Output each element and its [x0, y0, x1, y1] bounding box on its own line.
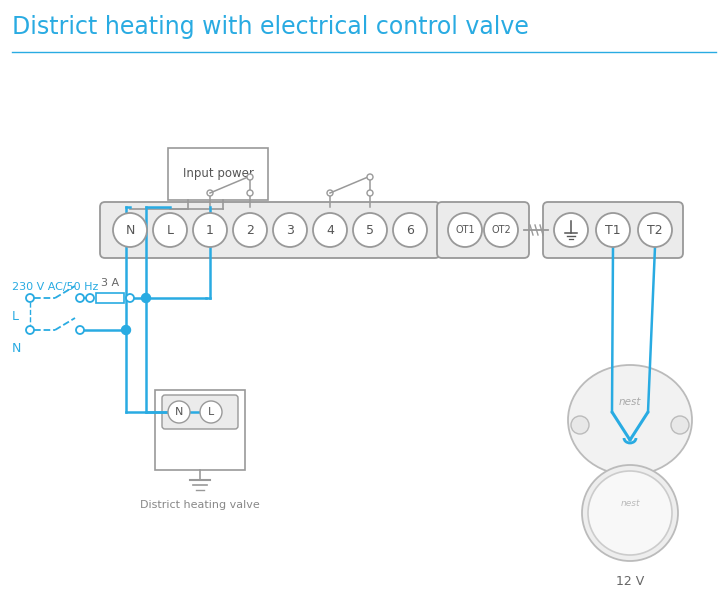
- Circle shape: [26, 326, 34, 334]
- Circle shape: [86, 294, 94, 302]
- Circle shape: [353, 213, 387, 247]
- Circle shape: [367, 190, 373, 196]
- Text: 5: 5: [366, 223, 374, 236]
- Text: 3: 3: [286, 223, 294, 236]
- Text: OT1: OT1: [455, 225, 475, 235]
- Circle shape: [448, 213, 482, 247]
- Circle shape: [113, 213, 147, 247]
- Circle shape: [233, 213, 267, 247]
- Text: District heating with electrical control valve: District heating with electrical control…: [12, 15, 529, 39]
- Circle shape: [273, 213, 307, 247]
- Circle shape: [193, 213, 227, 247]
- FancyBboxPatch shape: [543, 202, 683, 258]
- FancyBboxPatch shape: [168, 148, 268, 200]
- Text: 2: 2: [246, 223, 254, 236]
- Circle shape: [26, 294, 34, 302]
- Text: 3 A: 3 A: [101, 278, 119, 288]
- Text: T2: T2: [647, 223, 662, 236]
- Text: L: L: [167, 223, 173, 236]
- Text: L: L: [208, 407, 214, 417]
- Text: 1: 1: [206, 223, 214, 236]
- Text: T1: T1: [605, 223, 621, 236]
- Text: 12 V: 12 V: [616, 575, 644, 588]
- Text: District heating valve: District heating valve: [140, 500, 260, 510]
- Circle shape: [596, 213, 630, 247]
- Ellipse shape: [568, 365, 692, 475]
- FancyBboxPatch shape: [162, 395, 238, 429]
- Circle shape: [484, 213, 518, 247]
- Circle shape: [76, 294, 84, 302]
- Text: N: N: [12, 342, 21, 355]
- Text: 4: 4: [326, 223, 334, 236]
- Circle shape: [153, 213, 187, 247]
- Circle shape: [588, 471, 672, 555]
- Circle shape: [367, 174, 373, 180]
- Circle shape: [76, 326, 84, 334]
- Text: nest: nest: [620, 498, 640, 507]
- Text: L: L: [12, 309, 19, 323]
- Circle shape: [247, 174, 253, 180]
- Text: nest: nest: [619, 397, 641, 407]
- Text: 230 V AC/50 Hz: 230 V AC/50 Hz: [12, 282, 98, 292]
- Bar: [96, 293, 124, 303]
- Circle shape: [393, 213, 427, 247]
- FancyBboxPatch shape: [100, 202, 440, 258]
- Circle shape: [638, 213, 672, 247]
- FancyBboxPatch shape: [437, 202, 529, 258]
- Circle shape: [671, 416, 689, 434]
- Circle shape: [141, 293, 151, 302]
- Circle shape: [122, 326, 130, 334]
- Circle shape: [207, 190, 213, 196]
- Text: 6: 6: [406, 223, 414, 236]
- FancyBboxPatch shape: [614, 475, 646, 493]
- Circle shape: [571, 416, 589, 434]
- Text: OT2: OT2: [491, 225, 511, 235]
- Text: N: N: [125, 223, 135, 236]
- Circle shape: [327, 190, 333, 196]
- Circle shape: [168, 401, 190, 423]
- Circle shape: [313, 213, 347, 247]
- Circle shape: [247, 190, 253, 196]
- Text: N: N: [175, 407, 183, 417]
- Circle shape: [582, 465, 678, 561]
- Text: Input power: Input power: [183, 168, 253, 181]
- Circle shape: [554, 213, 588, 247]
- Circle shape: [126, 294, 134, 302]
- Circle shape: [200, 401, 222, 423]
- FancyBboxPatch shape: [155, 390, 245, 470]
